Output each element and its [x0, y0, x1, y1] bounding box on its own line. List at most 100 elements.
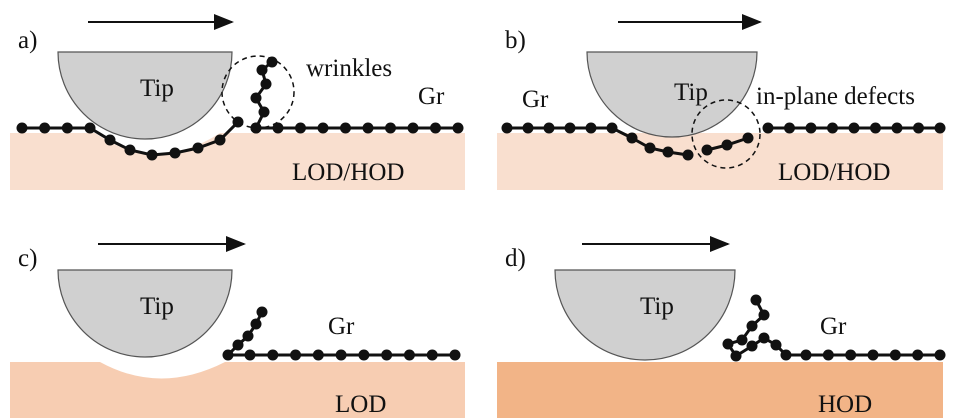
- figure: a) Tip wrinkles Gr LOD/HOD b) Tip in-pla…: [0, 0, 960, 418]
- carbon-atom: [233, 117, 244, 128]
- carbon-atom: [62, 123, 73, 134]
- carbon-atom: [245, 350, 256, 361]
- carbon-atom: [935, 350, 946, 361]
- carbon-atom: [627, 133, 638, 144]
- carbon-atom: [781, 350, 792, 361]
- carbon-atom: [453, 123, 464, 134]
- carbon-atom: [170, 148, 181, 159]
- tip-label: Tip: [674, 79, 708, 106]
- tip-label: Tip: [140, 293, 174, 320]
- carbon-atom: [586, 123, 597, 134]
- carbon-atom: [892, 123, 903, 134]
- carbon-atom: [267, 350, 278, 361]
- carbon-atom: [267, 57, 278, 68]
- carbon-atom: [523, 123, 534, 134]
- panel-label: a): [18, 27, 37, 54]
- carbon-atom: [743, 133, 754, 144]
- panel-label: b): [505, 27, 526, 54]
- carbon-atom: [823, 350, 834, 361]
- carbon-atom: [771, 340, 782, 351]
- carbon-atom: [747, 341, 758, 352]
- carbon-atom: [544, 123, 555, 134]
- carbon-atom: [243, 331, 254, 342]
- substrate-label: LOD/HOD: [292, 159, 405, 186]
- substrate-label: LOD: [335, 391, 386, 418]
- carbon-atom: [801, 350, 812, 361]
- carbon-atom: [336, 350, 347, 361]
- carbon-atom: [215, 135, 226, 146]
- carbon-atom: [313, 350, 324, 361]
- carbon-atom: [645, 143, 656, 154]
- panel-c: c) Tip Gr LOD: [10, 244, 465, 418]
- carbon-atom: [381, 350, 392, 361]
- carbon-atom: [385, 123, 396, 134]
- carbon-atom: [251, 319, 262, 330]
- carbon-atom: [17, 123, 28, 134]
- carbon-atom: [890, 350, 901, 361]
- carbon-atom: [251, 93, 262, 104]
- carbon-atom: [259, 107, 270, 118]
- carbon-atom: [404, 350, 415, 361]
- carbon-atom: [747, 321, 758, 332]
- carbon-atom: [125, 145, 136, 156]
- carbon-atom: [257, 65, 268, 76]
- panel-label: c): [18, 245, 37, 272]
- carbon-atom: [257, 307, 268, 318]
- carbon-atom: [193, 143, 204, 154]
- carbon-atom: [722, 140, 733, 151]
- carbon-atom: [39, 123, 50, 134]
- panel-b: b) Tip in-plane defects Gr LOD/HOD: [497, 22, 943, 190]
- carbon-atom: [147, 150, 158, 161]
- carbon-atom: [683, 150, 694, 161]
- carbon-atom: [340, 123, 351, 134]
- carbon-atom: [759, 310, 770, 321]
- substrate: [497, 362, 943, 418]
- carbon-atom: [607, 123, 618, 134]
- carbon-atom: [868, 350, 879, 361]
- substrate-label: LOD/HOD: [778, 159, 891, 186]
- carbon-atom: [261, 79, 272, 90]
- carbon-atom: [85, 123, 96, 134]
- carbon-atom: [450, 350, 461, 361]
- carbon-atom: [784, 123, 795, 134]
- carbon-atom: [759, 333, 770, 344]
- carbon-atom: [502, 123, 513, 134]
- substrate-label: HOD: [818, 391, 872, 418]
- carbon-atom: [849, 123, 860, 134]
- carbon-atom: [565, 123, 576, 134]
- carbon-atom: [912, 350, 923, 361]
- carbon-atom: [870, 123, 881, 134]
- carbon-atom: [408, 123, 419, 134]
- carbon-atom: [105, 135, 116, 146]
- carbon-atom: [663, 147, 674, 158]
- carbon-atom: [251, 123, 262, 134]
- carbon-atom: [731, 351, 742, 362]
- tip-label: Tip: [140, 75, 174, 102]
- carbon-atom: [427, 350, 438, 361]
- carbon-atom: [763, 123, 774, 134]
- tip-label: Tip: [640, 293, 674, 320]
- carbon-atom: [295, 123, 306, 134]
- carbon-atom: [845, 350, 856, 361]
- carbon-atom: [827, 123, 838, 134]
- annotation: wrinkles: [306, 55, 392, 82]
- carbon-atom: [806, 123, 817, 134]
- carbon-atom: [363, 123, 374, 134]
- carbon-atom: [318, 123, 329, 134]
- panel-d: d) Tip Gr HOD: [497, 244, 943, 418]
- panel-label: d): [505, 245, 526, 272]
- gr-label: Gr: [820, 313, 847, 340]
- carbon-atom: [751, 295, 762, 306]
- carbon-atom: [223, 350, 234, 361]
- carbon-atom: [935, 123, 946, 134]
- panel-a: a) Tip wrinkles Gr LOD/HOD: [10, 22, 465, 190]
- annotation: in-plane defects: [756, 83, 915, 110]
- carbon-atom: [290, 350, 301, 361]
- carbon-atom: [358, 350, 369, 361]
- carbon-atom: [913, 123, 924, 134]
- carbon-atom: [702, 145, 713, 156]
- carbon-atom: [723, 339, 734, 350]
- substrate: [10, 362, 465, 418]
- gr-label: Gr: [418, 83, 445, 110]
- gr-label: Gr: [328, 313, 355, 340]
